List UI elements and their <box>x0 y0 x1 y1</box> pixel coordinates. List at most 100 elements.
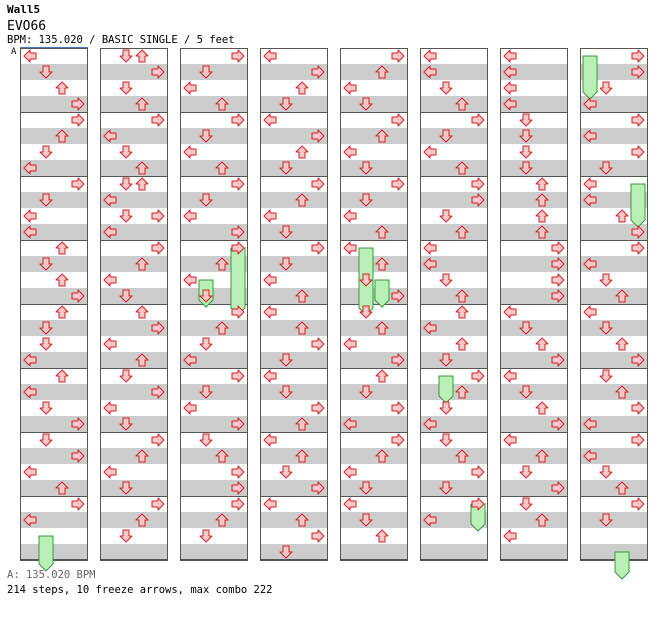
beat-stripe <box>20 64 88 80</box>
chart-info: BPM: 135.020 / BASIC SINGLE / 5 feet <box>7 34 235 46</box>
beat-stripe <box>180 64 248 80</box>
beat-stripe <box>580 96 648 112</box>
bpm-legend: A: 135.020 BPM <box>7 569 96 581</box>
chart-column-border <box>20 48 88 560</box>
beat-stripe <box>500 160 568 176</box>
beat-stripe <box>260 64 328 80</box>
beat-stripe <box>500 192 568 208</box>
beat-stripe <box>100 192 168 208</box>
beat-stripe <box>500 224 568 240</box>
beat-stripe <box>100 224 168 240</box>
beat-stripe <box>420 448 488 464</box>
beat-stripe <box>260 96 328 112</box>
beat-stripe <box>340 512 408 528</box>
freeze-arrow <box>38 535 54 572</box>
beat-stripe <box>20 416 88 432</box>
beat-stripe <box>500 384 568 400</box>
freeze-arrow <box>438 375 454 404</box>
beat-stripe <box>260 320 328 336</box>
beat-stripe <box>180 480 248 496</box>
beat-stripe <box>500 512 568 528</box>
beat-stripe <box>340 320 408 336</box>
beat-stripe <box>340 416 408 432</box>
beat-stripe <box>180 352 248 368</box>
beat-stripe <box>500 256 568 272</box>
beat-stripe <box>180 224 248 240</box>
beat-stripe <box>20 448 88 464</box>
beat-stripe <box>420 192 488 208</box>
beat-stripe <box>260 352 328 368</box>
beat-stripe <box>100 160 168 176</box>
beat-stripe <box>340 352 408 368</box>
beat-stripe <box>180 512 248 528</box>
beat-stripe <box>340 544 408 560</box>
chart-column-border <box>340 48 408 560</box>
beat-stripe <box>100 64 168 80</box>
beat-stripe <box>420 128 488 144</box>
beat-stripe <box>500 480 568 496</box>
beat-stripe <box>500 64 568 80</box>
beat-stripe <box>580 160 648 176</box>
beat-stripe <box>20 544 88 560</box>
beat-stripe <box>260 256 328 272</box>
freeze-arrow <box>630 183 646 228</box>
beat-stripe <box>420 384 488 400</box>
beat-stripe <box>580 256 648 272</box>
beat-stripe <box>500 96 568 112</box>
beat-stripe <box>500 352 568 368</box>
beat-stripe <box>260 224 328 240</box>
beat-stripe <box>340 224 408 240</box>
beat-stripe <box>20 288 88 304</box>
beat-stripe <box>500 448 568 464</box>
beat-stripe <box>340 96 408 112</box>
beat-stripe <box>100 480 168 496</box>
beat-stripe <box>580 480 648 496</box>
beat-stripe <box>100 320 168 336</box>
beat-stripe <box>20 480 88 496</box>
beat-stripe <box>260 448 328 464</box>
beat-stripe <box>100 352 168 368</box>
beat-stripe <box>260 160 328 176</box>
freeze-arrow <box>614 551 630 580</box>
beat-stripe <box>340 160 408 176</box>
beat-stripe <box>20 224 88 240</box>
beat-stripe <box>100 544 168 560</box>
beat-stripe <box>20 128 88 144</box>
chart-column-border <box>180 48 248 560</box>
beat-stripe <box>20 384 88 400</box>
beat-stripe <box>420 544 488 560</box>
beat-stripe <box>20 96 88 112</box>
beat-stripe <box>500 416 568 432</box>
beat-stripe <box>180 192 248 208</box>
beat-stripe <box>420 352 488 368</box>
beat-stripe <box>340 448 408 464</box>
beat-stripe <box>260 416 328 432</box>
beat-stripe <box>20 192 88 208</box>
beat-stripe <box>100 256 168 272</box>
beat-stripe <box>340 128 408 144</box>
beat-stripe <box>100 512 168 528</box>
beat-stripe <box>420 64 488 80</box>
beat-stripe <box>420 96 488 112</box>
beat-stripe <box>500 320 568 336</box>
freeze-arrow <box>582 55 598 100</box>
beat-stripe <box>580 352 648 368</box>
beat-stripe <box>20 320 88 336</box>
beat-stripe <box>500 288 568 304</box>
chart-stats: 214 steps, 10 freeze arrows, max combo 2… <box>7 584 273 596</box>
beat-stripe <box>420 288 488 304</box>
freeze-arrow <box>230 247 246 316</box>
beat-stripe <box>100 96 168 112</box>
beat-stripe <box>340 384 408 400</box>
beat-stripe <box>420 480 488 496</box>
beat-stripe <box>580 128 648 144</box>
beat-stripe <box>500 544 568 560</box>
beat-stripe <box>20 256 88 272</box>
song-artist: EVO66 <box>7 19 47 34</box>
beat-stripe <box>580 320 648 336</box>
beat-stripe <box>100 288 168 304</box>
beat-stripe <box>180 544 248 560</box>
beat-stripe <box>580 384 648 400</box>
beat-stripe <box>340 288 408 304</box>
